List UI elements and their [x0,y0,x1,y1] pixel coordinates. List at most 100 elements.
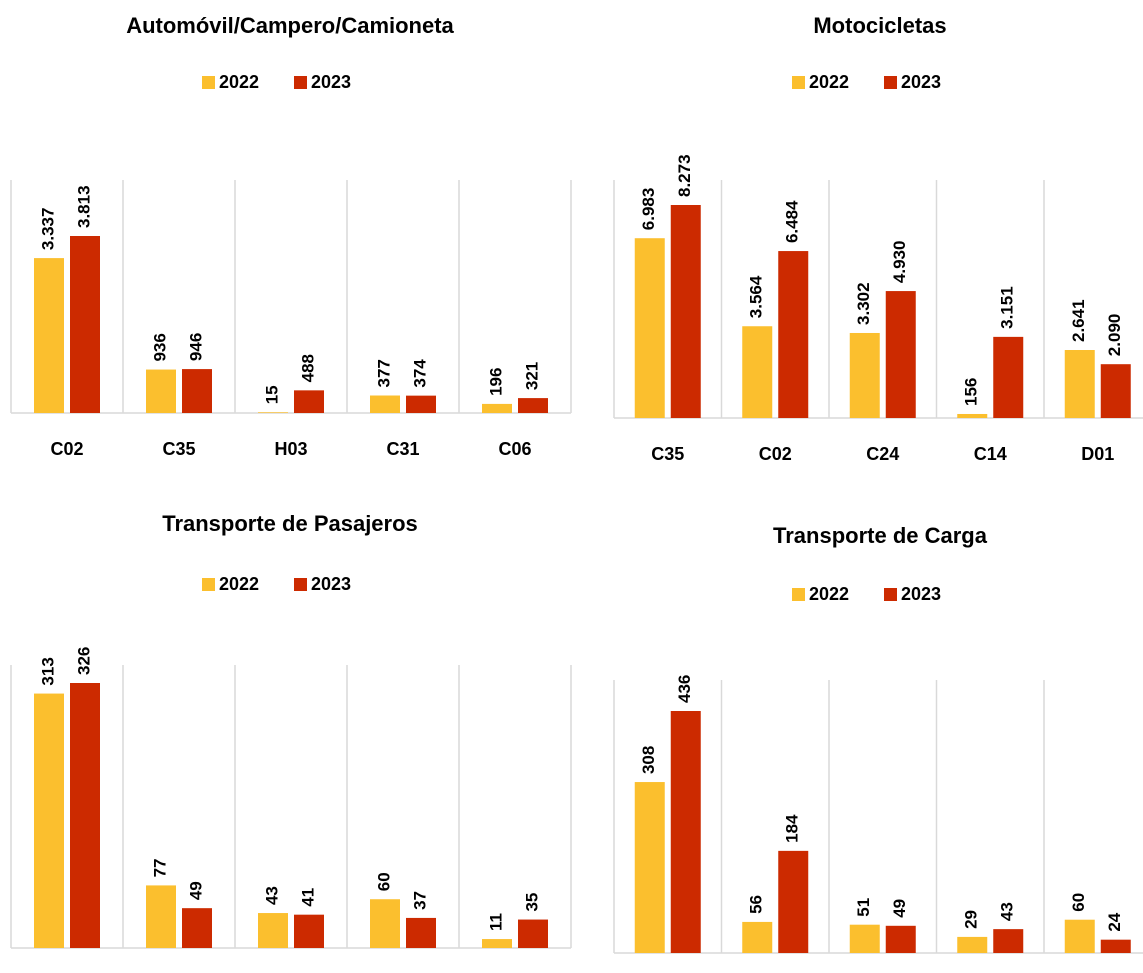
value-label: 15 [262,385,281,404]
value-label: 3.337 [38,208,57,251]
value-label: 3.151 [998,286,1017,329]
value-label: 946 [186,333,205,361]
value-label: 60 [1069,893,1088,912]
legend-swatch [792,588,805,601]
value-label: 4.930 [890,241,909,284]
bar [742,921,773,953]
bar [849,924,880,953]
value-label: 326 [74,647,93,675]
value-label: 2.641 [1069,299,1088,342]
legend-swatch [294,578,307,591]
x-tick-label: C14 [974,444,1007,464]
chart-title: Automóvil/Campero/Camioneta [126,13,454,38]
value-label: 156 [962,378,981,406]
value-label: 936 [150,333,169,361]
value-label: 488 [298,354,317,382]
value-label: 77 [150,858,169,877]
bar [634,782,665,953]
bar [993,929,1024,953]
value-label: 6.983 [639,188,658,231]
legend-label: 2023 [311,574,351,594]
value-label: 43 [262,886,281,905]
value-label: 49 [890,899,909,918]
bar [1064,350,1095,418]
value-label: 313 [38,657,57,685]
value-label: 35 [522,893,541,912]
bar [518,919,548,948]
bar [1064,919,1095,953]
bar [993,336,1024,418]
value-label: 308 [639,746,658,774]
value-label: 2.090 [1105,314,1124,357]
bar [182,908,212,948]
bar [885,925,916,953]
x-tick-label: C02 [50,439,83,459]
value-label: 56 [747,895,766,914]
value-label: 60 [374,872,393,891]
bar [406,395,436,413]
value-label: 436 [675,675,694,703]
bar [146,885,176,948]
value-label: 51 [854,898,873,917]
bar [294,914,324,948]
value-label: 3.302 [854,282,873,325]
bar [885,291,916,418]
legend-swatch [202,578,215,591]
value-label: 11 [486,913,505,931]
bar [849,332,880,418]
value-label: 196 [486,368,505,396]
bar [34,258,64,413]
value-label: 24 [1105,912,1124,931]
bar [182,369,212,413]
bar [70,236,100,413]
bar [294,390,324,413]
x-tick-label: D01 [1081,444,1114,464]
value-label: 3.813 [74,185,93,228]
legend-label: 2023 [901,584,941,604]
bar [742,326,773,418]
x-tick-label: C02 [759,444,792,464]
bar [957,936,988,953]
bar [778,251,809,418]
legend-swatch [884,76,897,89]
bar [518,398,548,413]
x-tick-label: C06 [498,439,531,459]
x-tick-label: C31 [386,439,419,459]
bar [370,899,400,948]
legend-label: 2022 [219,72,259,92]
legend-label: 2023 [901,72,941,92]
bar [370,395,400,413]
bar [1100,364,1131,418]
value-label: 43 [998,902,1017,921]
value-label: 8.273 [675,154,694,197]
chart-title: Transporte de Pasajeros [162,511,418,536]
legend-label: 2023 [311,72,351,92]
value-label: 37 [410,891,429,910]
bar [1100,939,1131,953]
bar [258,913,288,948]
legend-label: 2022 [809,72,849,92]
value-label: 377 [374,359,393,387]
bar [482,939,512,948]
bar [34,693,64,948]
legend-swatch [294,76,307,89]
x-tick-label: H03 [274,439,307,459]
value-label: 374 [410,359,429,388]
legend-swatch [202,76,215,89]
legend-label: 2022 [809,584,849,604]
legend-label: 2022 [219,574,259,594]
value-label: 41 [298,888,317,907]
bar [146,369,176,413]
x-tick-label: C35 [651,444,684,464]
value-label: 184 [783,814,802,843]
bar [70,683,100,948]
x-tick-label: C24 [866,444,899,464]
chart-title: Transporte de Carga [773,523,988,548]
bar [670,205,701,418]
bar [406,917,436,948]
value-label: 49 [186,881,205,900]
bar [634,238,665,418]
bar [482,403,512,413]
value-label: 29 [962,910,981,929]
